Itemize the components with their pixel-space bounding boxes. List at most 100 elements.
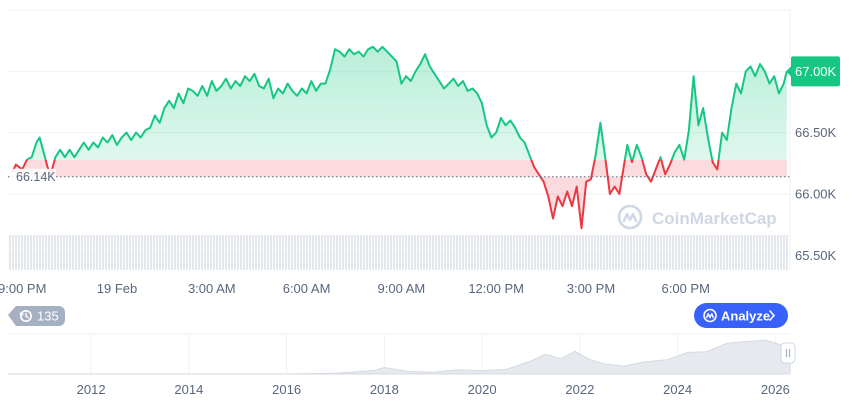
analyze-button[interactable]: Analyze [694, 303, 788, 328]
volume-bar [426, 235, 428, 270]
volume-bar [15, 235, 17, 270]
volume-bar [477, 235, 479, 270]
area-fill-down [12, 160, 787, 229]
volume-bar [528, 235, 530, 270]
volume-bar [552, 235, 554, 270]
current-price-label: 67.00K [795, 64, 837, 79]
volume-bar [591, 235, 593, 270]
volume-bar [294, 235, 296, 270]
volume-bar [189, 235, 191, 270]
volume-bar [600, 235, 602, 270]
volume-bar [522, 235, 524, 270]
volume-bar [672, 235, 674, 270]
overview-year-label: 2016 [272, 382, 301, 397]
volume-bar [195, 235, 197, 270]
volume-bar [21, 235, 23, 270]
volume-bar [558, 235, 560, 270]
volume-bar [417, 235, 419, 270]
volume-bar [615, 235, 617, 270]
volume-bar [108, 235, 110, 270]
volume-bar [351, 235, 353, 270]
volume-bar [561, 235, 563, 270]
volume-bar [486, 235, 488, 270]
range-history-button[interactable]: 135 [8, 306, 65, 326]
volume-bar [90, 235, 92, 270]
volume-bar [669, 235, 671, 270]
volume-bar [216, 235, 218, 270]
volume-bar [609, 235, 611, 270]
volume-bar [276, 235, 278, 270]
volume-bar [576, 235, 578, 270]
volume-bar [321, 235, 323, 270]
volume-bar [435, 235, 437, 270]
volume-bar [123, 235, 125, 270]
volume-bar [501, 235, 503, 270]
volume-bar [639, 235, 641, 270]
volume-bar [297, 235, 299, 270]
overview-area [8, 339, 791, 375]
volume-bar [354, 235, 356, 270]
volume-bar [117, 235, 119, 270]
volume-bar [624, 235, 626, 270]
volume-bar [84, 235, 86, 270]
volume-bar [783, 235, 785, 270]
volume-bar [51, 235, 53, 270]
x-tick-label: 19 Feb [97, 281, 137, 296]
volume-bar [66, 235, 68, 270]
volume-bar [75, 235, 77, 270]
volume-bar [696, 235, 698, 270]
volume-bar [642, 235, 644, 270]
volume-bar [516, 235, 518, 270]
volume-bar [270, 235, 272, 270]
y-tick-label: 66.00K [795, 186, 837, 201]
volume-bar [249, 235, 251, 270]
overview-year-label: 2012 [77, 382, 106, 397]
volume-bar [735, 235, 737, 270]
volume-bar [636, 235, 638, 270]
volume-bar [126, 235, 128, 270]
overview-year-label: 2020 [468, 382, 497, 397]
volume-bar [780, 235, 782, 270]
y-tick-label: 66.50K [795, 125, 837, 140]
volume-bar [423, 235, 425, 270]
volume-bar [366, 235, 368, 270]
analyze-logo-icon [703, 308, 717, 323]
volume-bar [708, 235, 710, 270]
volume-bar [465, 235, 467, 270]
volume-bar [447, 235, 449, 270]
volume-bar [723, 235, 725, 270]
volume-bar [630, 235, 632, 270]
volume-bar [579, 235, 581, 270]
volume-bar [666, 235, 668, 270]
volume-bar [570, 235, 572, 270]
volume-bar [219, 235, 221, 270]
volume-bar [633, 235, 635, 270]
volume-bar [747, 235, 749, 270]
volume-bar [336, 235, 338, 270]
volume-bar [387, 235, 389, 270]
volume-bar [273, 235, 275, 270]
volume-bar [60, 235, 62, 270]
volume-bar [222, 235, 224, 270]
volume-bar [129, 235, 131, 270]
volume-bar [483, 235, 485, 270]
volume-bar [144, 235, 146, 270]
volume-bar [96, 235, 98, 270]
volume-bar [495, 235, 497, 270]
volume-bar [573, 235, 575, 270]
volume-bar [57, 235, 59, 270]
volume-bar [114, 235, 116, 270]
analyze-label: Analyze [721, 309, 770, 324]
volume-bar [9, 235, 11, 270]
volume-bar [48, 235, 50, 270]
volume-bar [543, 235, 545, 270]
navigator-handle[interactable] [780, 342, 796, 364]
volume-bar [42, 235, 44, 270]
volume-bar [705, 235, 707, 270]
volume-bar [264, 235, 266, 270]
pause-icon [785, 349, 791, 357]
overview-navigator[interactable]: 2012 2014 2016 2018 2020 2022 2024 2026 [8, 333, 791, 397]
x-tick-label: 9:00 PM [0, 281, 46, 296]
volume-bar [231, 235, 233, 270]
volume-bar [645, 235, 647, 270]
